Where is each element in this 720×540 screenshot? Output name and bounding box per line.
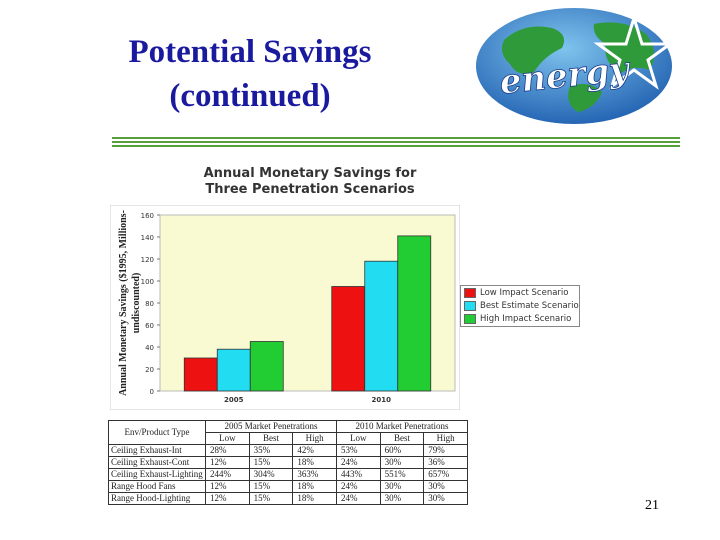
y-axis-label-line-1: Annual Monetary Savings ($1995, Millions… — [118, 210, 129, 396]
table-cell-value: 15% — [248, 456, 294, 469]
table-subheader: Low — [205, 432, 250, 445]
table-header-2010: 2010 Market Penetrations — [335, 420, 469, 433]
table-cell-value: 30% — [423, 480, 468, 493]
penetration-table: Env/Product Type 2005 Market Penetration… — [108, 420, 469, 505]
table-cell-product: Range Hood-Lighting — [108, 492, 206, 505]
energy-star-logo: energy EPA DOE — [476, 8, 674, 125]
logo-label-left: EPA — [490, 115, 508, 125]
table-cell-value: 42% — [292, 444, 337, 457]
table-subheader: Best — [379, 432, 425, 445]
slide-title: Potential Savings (continued) — [85, 30, 415, 118]
table-subheader: Low — [335, 432, 381, 445]
table-cell-value: 30% — [423, 492, 468, 505]
table-row: Ceiling Exhaust-Lighting 244% 304% 363% 443%… — [108, 468, 468, 481]
x-tick-label: 2005 — [224, 396, 244, 404]
y-tick-label: 80 — [145, 300, 154, 308]
legend-item: Low Impact Scenario — [461, 287, 579, 299]
chart-title-line-1: Annual Monetary Savings for — [203, 166, 417, 181]
table-subheader: High — [292, 432, 337, 445]
table-cell-value: 443% — [335, 468, 381, 481]
x-tick-label: 2010 — [372, 396, 392, 404]
bar — [331, 286, 366, 392]
y-tick-label: 100 — [141, 278, 154, 286]
table-subheader: Best — [248, 432, 294, 445]
table-subheader: High — [423, 432, 468, 445]
table-cell-value: 18% — [292, 456, 337, 469]
slide-title-line-2: (continued) — [169, 78, 331, 114]
table-header-2005: 2005 Market Penetrations — [205, 420, 337, 433]
table-header-row: Env/Product Type 2005 Market Penetration… — [108, 420, 469, 445]
logo-label-right: DOE — [644, 115, 664, 125]
y-tick-label: 120 — [141, 256, 154, 264]
y-axis-label-line-2: undiscounted) — [131, 273, 142, 334]
table-cell-product: Range Hood Fans — [108, 480, 206, 493]
table-cell-value: 15% — [248, 492, 294, 505]
table-cell-value: 18% — [292, 492, 337, 505]
table-cell-value: 53% — [335, 444, 381, 457]
table-cell-value: 24% — [335, 492, 381, 505]
y-tick-label: 140 — [141, 234, 154, 242]
table-cell-value: 28% — [205, 444, 250, 457]
bar — [216, 348, 251, 392]
table-cell-value: 36% — [423, 456, 468, 469]
slide-title-line-1: Potential Savings — [128, 34, 372, 70]
legend-label: High Impact Scenario — [480, 314, 572, 324]
y-tick-label: 60 — [145, 322, 154, 330]
chart-title: Annual Monetary Savings for Three Penetr… — [150, 166, 470, 198]
bar — [397, 235, 432, 392]
legend-swatch — [464, 301, 476, 311]
table-cell-value: 79% — [423, 444, 468, 457]
table-row: Ceiling Exhaust-Cont 12% 15% 18% 24% 30% 36% — [108, 456, 468, 469]
table-row: Range Hood-Lighting 12% 15% 18% 24% 30% 30% — [108, 492, 468, 505]
divider-line — [112, 137, 680, 139]
star-icon — [593, 12, 674, 90]
y-tick-label: 20 — [145, 366, 154, 374]
table-cell-value: 24% — [335, 480, 381, 493]
table-cell-value: 304% — [248, 468, 294, 481]
bar — [183, 357, 218, 392]
continent-shape — [568, 84, 602, 112]
table-cell-value: 12% — [205, 480, 250, 493]
y-tick-label: 0 — [150, 388, 154, 396]
legend-item: High Impact Scenario — [461, 313, 579, 325]
bar — [249, 341, 284, 392]
divider-line — [112, 145, 680, 147]
table-cell-value: 60% — [379, 444, 425, 457]
legend-item: Best Estimate Scenario — [461, 300, 579, 312]
table-cell-value: 24% — [335, 456, 381, 469]
table-cell-value: 363% — [292, 468, 337, 481]
bar — [364, 260, 399, 392]
table-cell-value: 30% — [379, 456, 425, 469]
continent-shape — [502, 26, 565, 74]
table-row: Range Hood Fans 12% 15% 18% 24% 30% 30% — [108, 480, 468, 493]
table-cell-value: 15% — [248, 480, 294, 493]
divider-line — [112, 141, 680, 143]
table-header-product-type: Env/Product Type — [108, 420, 206, 445]
table-cell-value: 551% — [379, 468, 425, 481]
legend-label: Low Impact Scenario — [480, 288, 569, 298]
legend-swatch — [464, 288, 476, 298]
y-tick-label: 40 — [145, 344, 154, 352]
table-cell-value: 657% — [423, 468, 468, 481]
table-cell-value: 35% — [248, 444, 294, 457]
table-cell-value: 12% — [205, 492, 250, 505]
y-axis-label: Annual Monetary Savings ($1995, Millions… — [118, 210, 142, 396]
table-row: Ceiling Exhaust-Int 28% 35% 42% 53% 60% 79% — [108, 444, 468, 457]
table-cell-product: Ceiling Exhaust-Lighting — [108, 468, 206, 481]
legend-label: Best Estimate Scenario — [480, 301, 579, 311]
y-tick-label: 160 — [141, 212, 154, 220]
table-cell-value: 18% — [292, 480, 337, 493]
table-cell-value: 30% — [379, 480, 425, 493]
table-cell-product: Ceiling Exhaust-Cont — [108, 456, 206, 469]
chart-title-line-2: Three Penetration Scenarios — [205, 182, 415, 197]
table-cell-value: 244% — [205, 468, 250, 481]
legend-swatch — [464, 314, 476, 324]
page-number: 21 — [645, 498, 659, 513]
table-cell-value: 12% — [205, 456, 250, 469]
bar-chart: Annual Monetary Savings ($1995, Millions… — [110, 205, 460, 410]
chart-legend: Low Impact Scenario Best Estimate Scenari… — [460, 285, 580, 327]
table-cell-value: 30% — [379, 492, 425, 505]
table-cell-product: Ceiling Exhaust-Int — [108, 444, 206, 457]
